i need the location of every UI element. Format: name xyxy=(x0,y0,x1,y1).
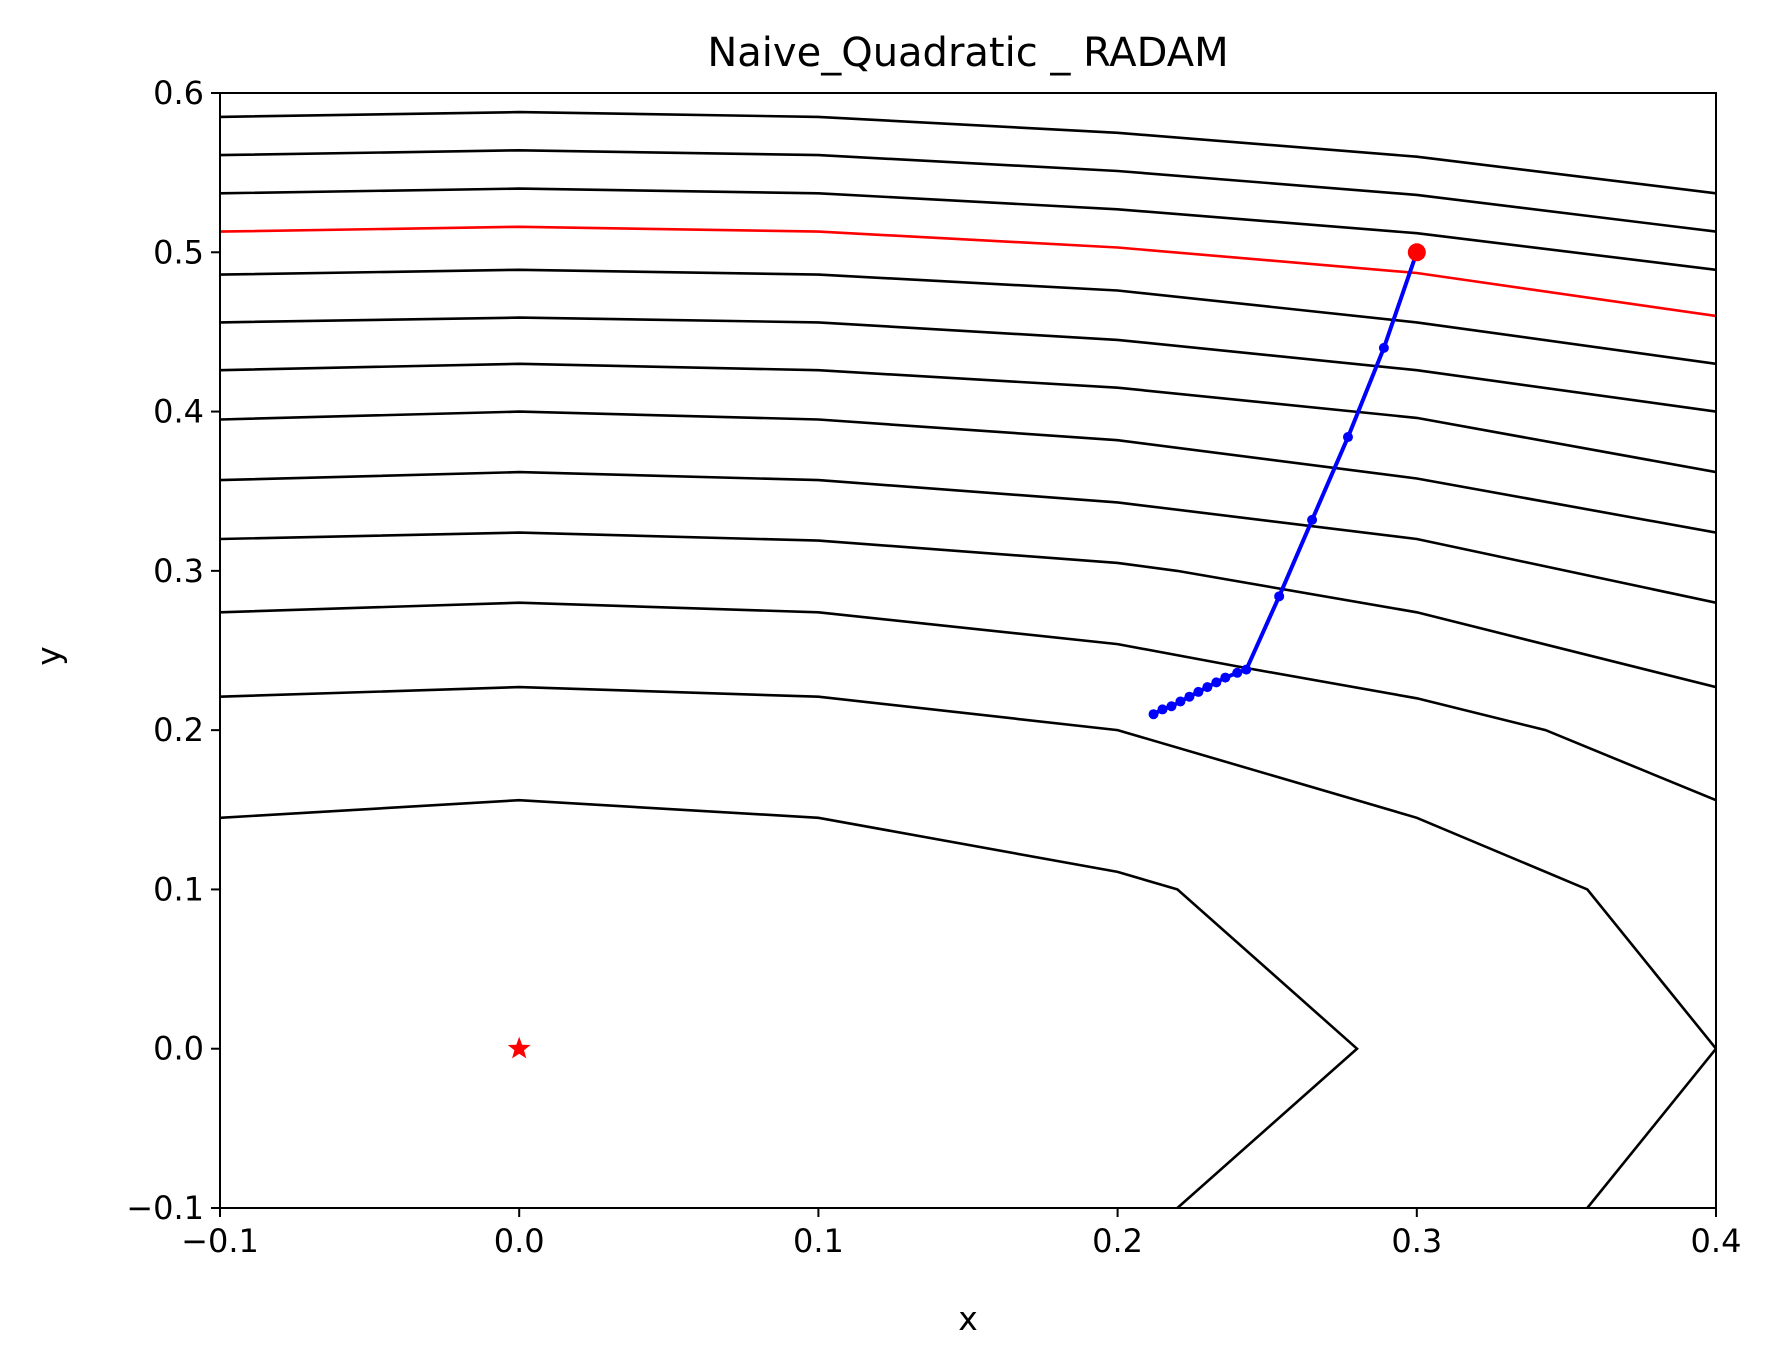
contour-line-14 xyxy=(1586,1047,1716,1208)
optimizer-path xyxy=(1148,247,1422,720)
path-point xyxy=(1157,704,1168,715)
path-point xyxy=(1193,686,1204,697)
start-point-marker xyxy=(1407,243,1426,262)
path-point xyxy=(1166,701,1177,712)
x-tick-label: 0.3 xyxy=(1391,1222,1442,1260)
y-axis-label: y xyxy=(29,646,68,666)
contour-line-7 xyxy=(220,362,1716,474)
y-tick-label: 0.6 xyxy=(153,74,204,112)
y-tick-label: 0.3 xyxy=(153,552,204,590)
path-point xyxy=(1175,696,1186,707)
y-tick-label: −0.1 xyxy=(126,1189,204,1227)
contour-line-10 xyxy=(220,531,1716,689)
x-tick-label: 0.1 xyxy=(793,1222,844,1260)
path-point xyxy=(1211,677,1222,688)
path-point xyxy=(1274,591,1285,602)
y-tick-label: 0.0 xyxy=(153,1030,204,1068)
x-tick-label: 0.4 xyxy=(1691,1222,1742,1260)
y-tick-label: 0.1 xyxy=(153,870,204,908)
markers xyxy=(507,243,1426,1059)
path-point xyxy=(1232,667,1243,678)
plot-frame xyxy=(219,92,1717,1209)
y-tick-label: 0.5 xyxy=(153,233,204,271)
contour-line-4 xyxy=(220,225,1716,318)
contour-line-3 xyxy=(220,187,1716,272)
path-point xyxy=(1202,682,1213,693)
y-axis-ticks: −0.1 0.0 0.1 0.2 0.3 0.4 0.5 0.6 xyxy=(126,74,220,1227)
path-point xyxy=(1220,672,1231,683)
chart-title: Naive_Quadratic _ RADAM xyxy=(707,30,1228,76)
contour-line-2 xyxy=(220,148,1716,233)
contour-line-8 xyxy=(220,410,1716,534)
contour-line-1 xyxy=(220,110,1716,195)
x-tick-label: 0.0 xyxy=(494,1222,545,1260)
contour-line-9 xyxy=(220,470,1716,604)
contour-line-11 xyxy=(220,601,1716,802)
path-point xyxy=(1307,514,1318,525)
path-line xyxy=(1152,251,1419,716)
path-point xyxy=(1148,709,1159,720)
path-point xyxy=(1342,432,1353,443)
contour-line-6 xyxy=(220,316,1716,413)
path-point xyxy=(1184,691,1195,702)
contour-line-12 xyxy=(220,685,1716,1050)
optimum-star-icon xyxy=(507,1036,531,1059)
contour-line-5 xyxy=(220,268,1716,366)
contour-line-13 xyxy=(220,798,1359,1208)
path-point xyxy=(1241,664,1252,675)
x-axis-label: x xyxy=(958,1299,978,1338)
path-point xyxy=(1378,342,1389,353)
y-tick-label: 0.4 xyxy=(153,393,204,431)
contour-lines xyxy=(220,110,1716,1208)
x-axis-ticks: −0.1 0.0 0.1 0.2 0.3 0.4 xyxy=(181,1208,1741,1260)
y-tick-label: 0.2 xyxy=(153,711,204,749)
x-tick-label: −0.1 xyxy=(181,1222,259,1260)
x-tick-label: 0.2 xyxy=(1092,1222,1143,1260)
